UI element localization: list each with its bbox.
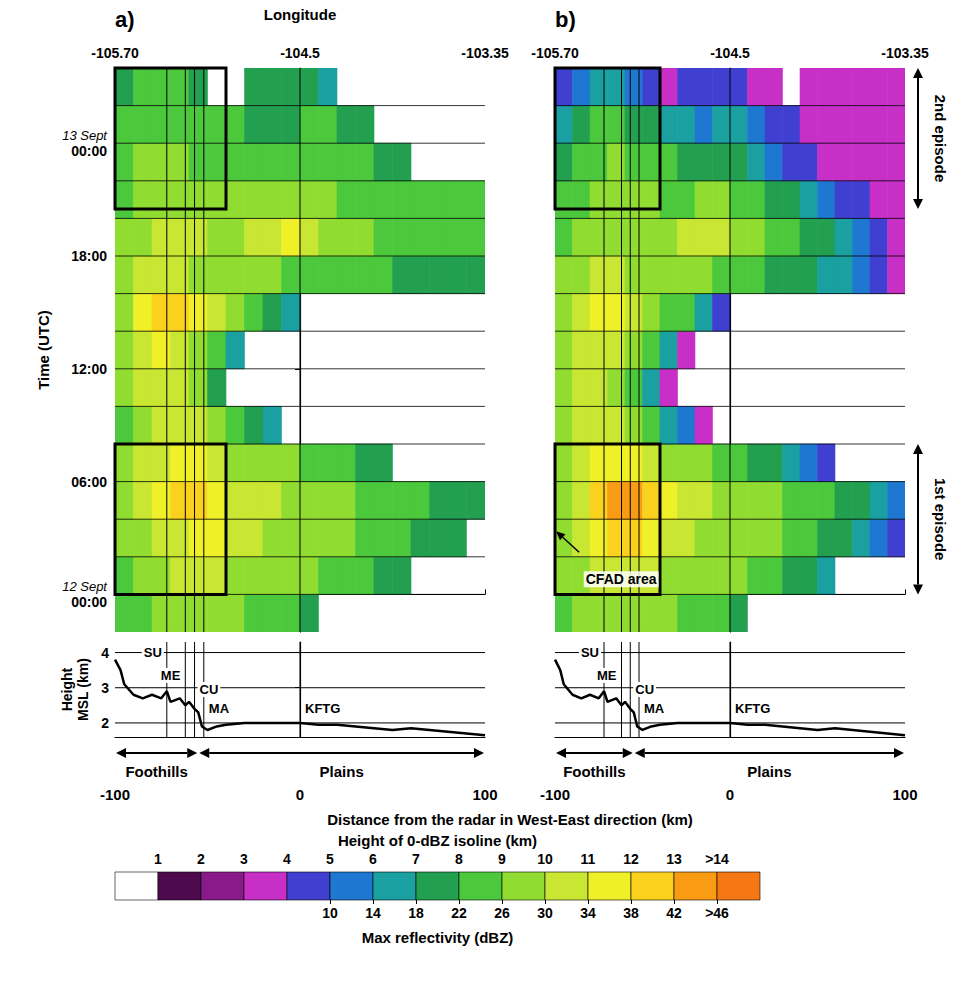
svg-text:10: 10 — [537, 851, 553, 867]
svg-text:Plains: Plains — [320, 763, 364, 780]
svg-text:18:00: 18:00 — [71, 248, 107, 264]
svg-text:10: 10 — [322, 905, 338, 921]
svg-text:26: 26 — [494, 905, 510, 921]
svg-text:MSL (km): MSL (km) — [75, 658, 91, 721]
svg-text:4: 4 — [101, 645, 109, 661]
svg-text:100: 100 — [472, 786, 497, 803]
svg-text:KFTG: KFTG — [305, 701, 340, 716]
svg-text:-104.5: -104.5 — [280, 45, 320, 61]
svg-text:CU: CU — [200, 682, 219, 697]
svg-text:Plains: Plains — [747, 763, 791, 780]
svg-text:-100: -100 — [540, 786, 570, 803]
svg-text:-103.35: -103.35 — [881, 45, 929, 61]
svg-text:-105.70: -105.70 — [91, 45, 139, 61]
svg-text:SU: SU — [144, 645, 162, 660]
svg-text:Max reflectivity (dBZ): Max reflectivity (dBZ) — [362, 929, 514, 946]
svg-text:13: 13 — [666, 851, 682, 867]
svg-text:ME: ME — [161, 668, 181, 683]
svg-text:9: 9 — [498, 851, 506, 867]
svg-text:2: 2 — [101, 715, 109, 731]
svg-text:11: 11 — [581, 851, 596, 867]
svg-text:Foothills: Foothills — [563, 763, 626, 780]
svg-text:8: 8 — [455, 851, 463, 867]
svg-text:0: 0 — [296, 786, 304, 803]
svg-text:12:00: 12:00 — [71, 361, 107, 377]
svg-text:00:00: 00:00 — [71, 594, 107, 610]
svg-text:13 Sept: 13 Sept — [62, 128, 108, 143]
svg-text:30: 30 — [537, 905, 553, 921]
svg-text:Longitude: Longitude — [264, 6, 336, 23]
svg-text:-103.35: -103.35 — [461, 45, 509, 61]
svg-text:22: 22 — [451, 905, 467, 921]
svg-text:2: 2 — [197, 851, 205, 867]
svg-text:-105.70: -105.70 — [531, 45, 579, 61]
svg-text:0: 0 — [726, 786, 734, 803]
svg-text:-100: -100 — [100, 786, 130, 803]
svg-text:Height of 0-dBZ isoline (km): Height of 0-dBZ isoline (km) — [338, 832, 537, 849]
svg-text:CFAD area: CFAD area — [586, 571, 657, 587]
svg-text:100: 100 — [892, 786, 917, 803]
svg-text:Time (UTC): Time (UTC) — [35, 310, 52, 390]
svg-text:4: 4 — [283, 851, 291, 867]
svg-text:CU: CU — [635, 682, 654, 697]
svg-text:3: 3 — [101, 680, 109, 696]
svg-text:Height: Height — [59, 667, 75, 711]
svg-text:KFTG: KFTG — [735, 701, 770, 716]
svg-text:MA: MA — [209, 701, 230, 716]
svg-text:>14: >14 — [705, 851, 729, 867]
svg-text:5: 5 — [326, 851, 334, 867]
svg-text:Foothills: Foothills — [125, 763, 188, 780]
svg-text:38: 38 — [623, 905, 639, 921]
svg-text:2nd episode: 2nd episode — [932, 95, 949, 183]
svg-text:00:00: 00:00 — [71, 143, 107, 159]
svg-text:Distance from the radar in Wes: Distance from the radar in West-East dir… — [327, 811, 693, 828]
svg-text:a): a) — [115, 7, 135, 32]
svg-text:12 Sept: 12 Sept — [62, 579, 108, 594]
svg-text:SU: SU — [581, 645, 599, 660]
svg-text:7: 7 — [412, 851, 420, 867]
svg-text:MA: MA — [644, 701, 665, 716]
svg-text:42: 42 — [666, 905, 682, 921]
svg-text:1st episode: 1st episode — [932, 478, 949, 561]
svg-text:ME: ME — [597, 668, 617, 683]
svg-text:>46: >46 — [705, 905, 729, 921]
svg-text:06:00: 06:00 — [71, 474, 107, 490]
svg-text:14: 14 — [365, 905, 381, 921]
svg-text:18: 18 — [408, 905, 424, 921]
svg-text:12: 12 — [623, 851, 639, 867]
svg-text:3: 3 — [240, 851, 248, 867]
svg-text:6: 6 — [369, 851, 377, 867]
svg-text:b): b) — [555, 7, 576, 32]
svg-text:-104.5: -104.5 — [710, 45, 750, 61]
svg-text:1: 1 — [154, 851, 162, 867]
svg-text:34: 34 — [580, 905, 596, 921]
